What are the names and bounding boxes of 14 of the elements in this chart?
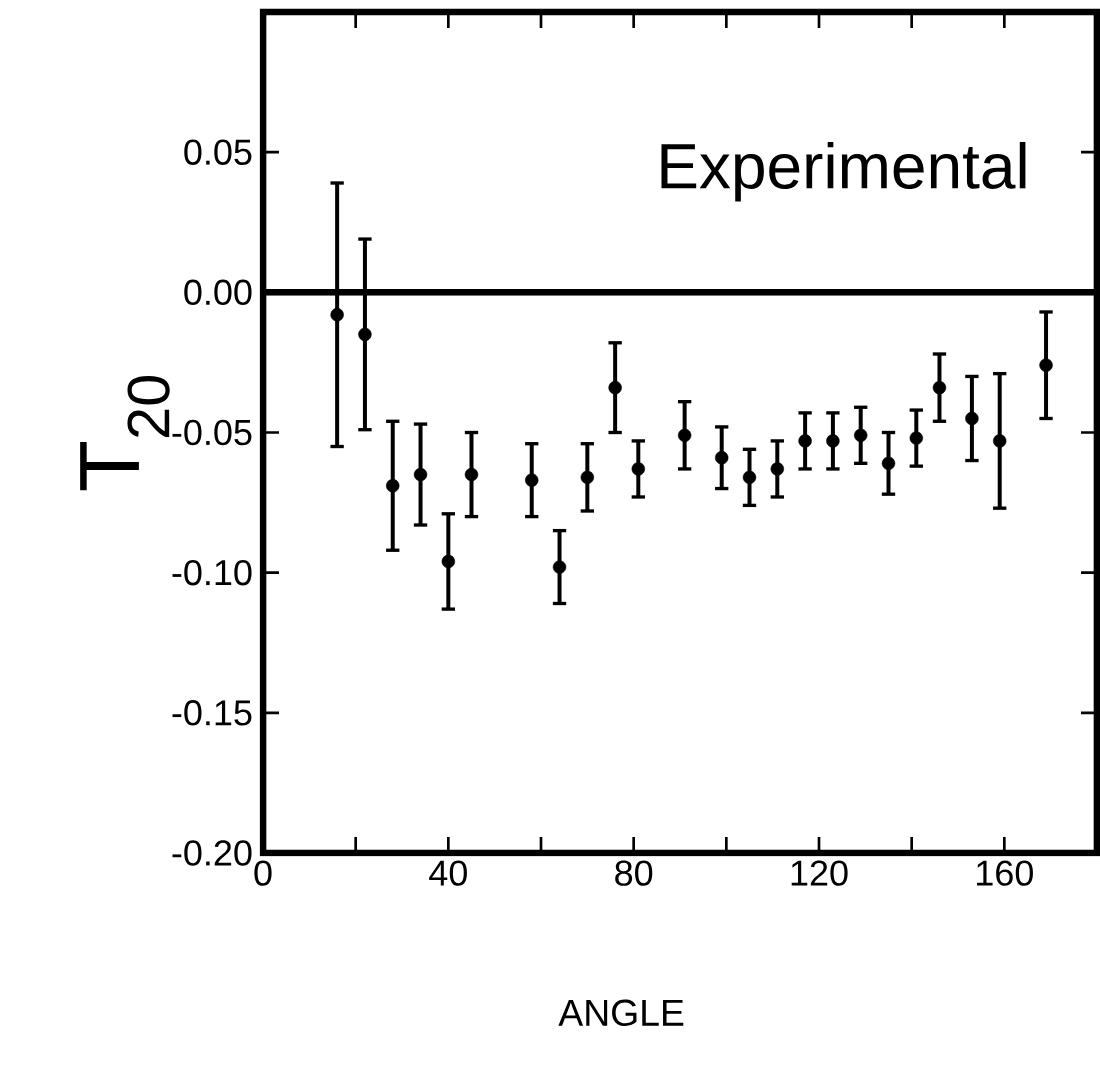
y-tick-label: -0.10 xyxy=(172,559,252,586)
y-tick-label: -0.20 xyxy=(172,840,252,866)
x-tick-label: 160 xyxy=(977,860,1033,886)
x-tick-label: 120 xyxy=(791,860,848,886)
x-tick-label: 0 xyxy=(254,860,272,886)
x-axis-title: ANGLE xyxy=(558,999,684,1026)
y-tick-label: 0.05 xyxy=(184,139,252,165)
y-tick-label: -0.15 xyxy=(172,700,252,726)
annotation: Experimental xyxy=(661,141,1026,202)
y-tick-label: -0.05 xyxy=(172,419,252,446)
y-axis-title: T$_{20}$ xyxy=(80,375,170,491)
x-tick-label: 40 xyxy=(429,860,467,886)
x-tick-label: 80 xyxy=(615,860,653,886)
y-tick-label: 0.00 xyxy=(184,279,252,306)
